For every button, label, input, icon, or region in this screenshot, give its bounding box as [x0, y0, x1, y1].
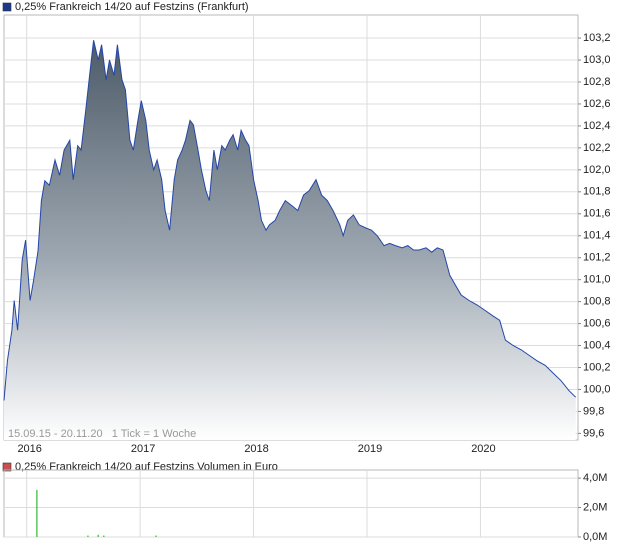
- y-tick-label: 100,2: [583, 361, 611, 373]
- x-tick-label: 2019: [358, 443, 382, 455]
- volume-bar: [87, 535, 89, 537]
- y-tick-label: 100,4: [583, 339, 611, 351]
- y-tick-label: 100,6: [583, 317, 611, 329]
- x-tick-label: 2020: [471, 443, 495, 455]
- y-tick-label: 4,0M: [583, 472, 607, 484]
- plot-frame: [3, 469, 579, 538]
- volume-bar: [155, 535, 157, 537]
- y-tick-label: 100,0: [583, 383, 611, 395]
- x-tick-label: 2018: [244, 443, 268, 455]
- y-tick-label: 2,0M: [583, 501, 607, 513]
- y-tick-label: 101,6: [583, 208, 611, 220]
- volume-bar: [97, 534, 99, 537]
- y-tick-label: 102,6: [583, 98, 611, 110]
- y-tick-label: 99,6: [583, 427, 604, 439]
- legend-label: 0,25% Frankreich 14/20 auf Festzins Volu…: [15, 461, 278, 473]
- y-tick-label: 0,0M: [583, 531, 607, 543]
- y-tick-label: 99,8: [583, 405, 604, 417]
- x-tick-label: 2016: [17, 443, 41, 455]
- y-tick-label: 103,0: [583, 54, 611, 66]
- y-tick-label: 102,4: [583, 120, 611, 132]
- legend-swatch: [2, 2, 12, 12]
- volume-bar: [103, 535, 105, 537]
- volume-bar: [36, 489, 38, 537]
- y-tick-label: 101,8: [583, 186, 611, 198]
- legend-label: 0,25% Frankreich 14/20 auf Festzins (Fra…: [15, 1, 249, 13]
- price-area: [4, 40, 576, 441]
- y-tick-label: 102,2: [583, 142, 611, 154]
- y-tick-label: 101,2: [583, 252, 611, 264]
- y-tick-label: 101,0: [583, 274, 611, 286]
- x-tick-label: 2017: [131, 443, 155, 455]
- y-tick-label: 103,2: [583, 32, 611, 44]
- chart-annotation: 15.09.15 - 20.11.20 1 Tick = 1 Woche: [8, 428, 196, 440]
- y-tick-label: 101,4: [583, 230, 611, 242]
- y-tick-label: 102,8: [583, 76, 611, 88]
- y-tick-label: 102,0: [583, 164, 611, 176]
- price-line: [3, 40, 577, 401]
- legend-swatch: [2, 462, 12, 472]
- y-tick-label: 100,8: [583, 296, 611, 308]
